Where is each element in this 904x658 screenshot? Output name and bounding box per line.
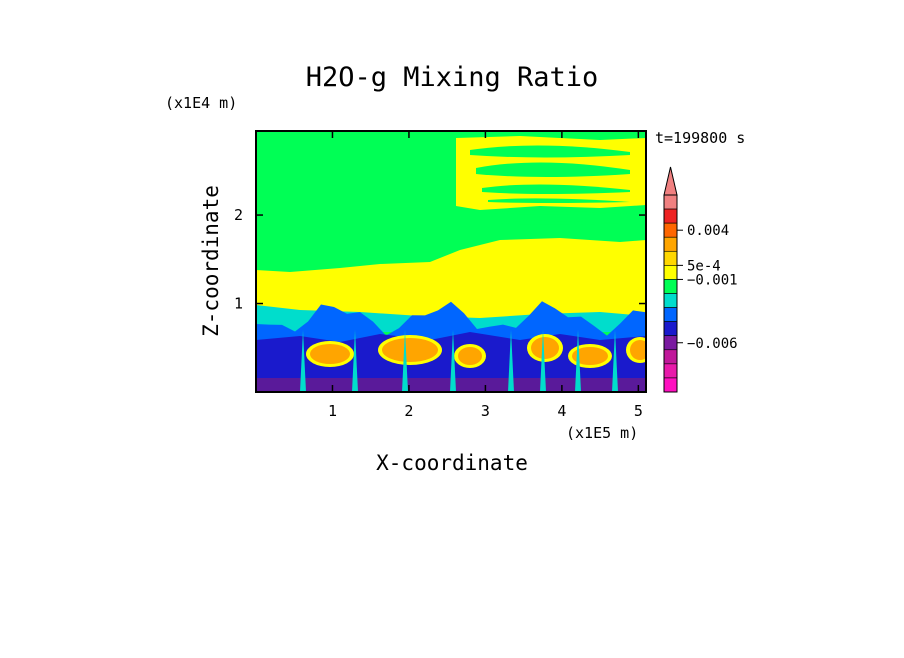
colorbar: 0.004 5e-4−0.001 −0.006 [663,166,738,393]
y-tick-label: 1 [234,295,243,313]
plume-streak [612,330,618,392]
time-label: t=199800 s [655,129,745,147]
orange-core [458,347,482,365]
colorbar-label: −0.006 [687,336,738,352]
plume-streak [508,330,514,392]
colorbar-label: 0.004 [687,223,729,239]
colorbar-swatch [663,377,678,393]
y-axis-ticks: 12 [234,206,646,313]
plume-streak [352,330,358,392]
colorbar-arrow [663,166,678,196]
x-tick-label: 5 [634,402,643,420]
colorbar-label: −0.001 [687,272,738,288]
colorbar-label: 5e-4 [687,258,721,274]
colorbar-frame [663,194,678,393]
colorbar-swatch [663,194,678,210]
colorbar-swatch [663,236,678,252]
colorbar-swatch [663,265,678,280]
colorbar-swatch [663,335,678,351]
x-axis-ticks: 1 2 3 4 5 [328,131,643,420]
colorbar-swatch [663,349,678,365]
plume-streak [300,330,306,392]
x-tick-label: 3 [481,402,490,420]
colorbar-swatch [663,250,678,266]
plume-streak [575,330,581,392]
green-streak [500,220,630,225]
x-tick-label: 2 [404,402,413,420]
green-streak [476,162,630,177]
orange-core [310,344,350,364]
x-tick-label: 1 [328,402,337,420]
orange-core [630,340,646,360]
green-streak [488,198,630,203]
y-axis-label: Z-coordinate [199,185,223,337]
colorbar-swatch [663,208,678,224]
x-unit-label: (x1E5 m) [566,424,638,442]
x-axis-label: X-coordinate [376,451,528,475]
plume-streak [450,330,456,392]
contour-field [256,131,646,392]
yellow-region-mid [256,238,646,322]
green-streak [482,184,630,194]
green-streak [470,145,630,158]
colorbar-swatch [663,222,678,238]
colorbar-swatch [663,363,678,379]
orange-core [382,338,438,362]
chart-title: H2O-g Mixing Ratio [306,62,599,93]
green-streak [494,210,630,215]
colorbar-swatch [663,293,678,308]
colorbar-swatch [663,321,678,337]
x-tick-label: 4 [557,402,566,420]
colorbar-swatch [663,307,678,322]
plume-streak [402,330,408,392]
colorbar-swatch [663,279,678,294]
y-unit-label: (x1E4 m) [165,94,237,112]
plot-frame [255,130,647,393]
y-tick-label: 2 [234,206,243,224]
plume-streak [540,330,546,392]
orange-core [531,337,559,359]
orange-core [572,347,608,365]
